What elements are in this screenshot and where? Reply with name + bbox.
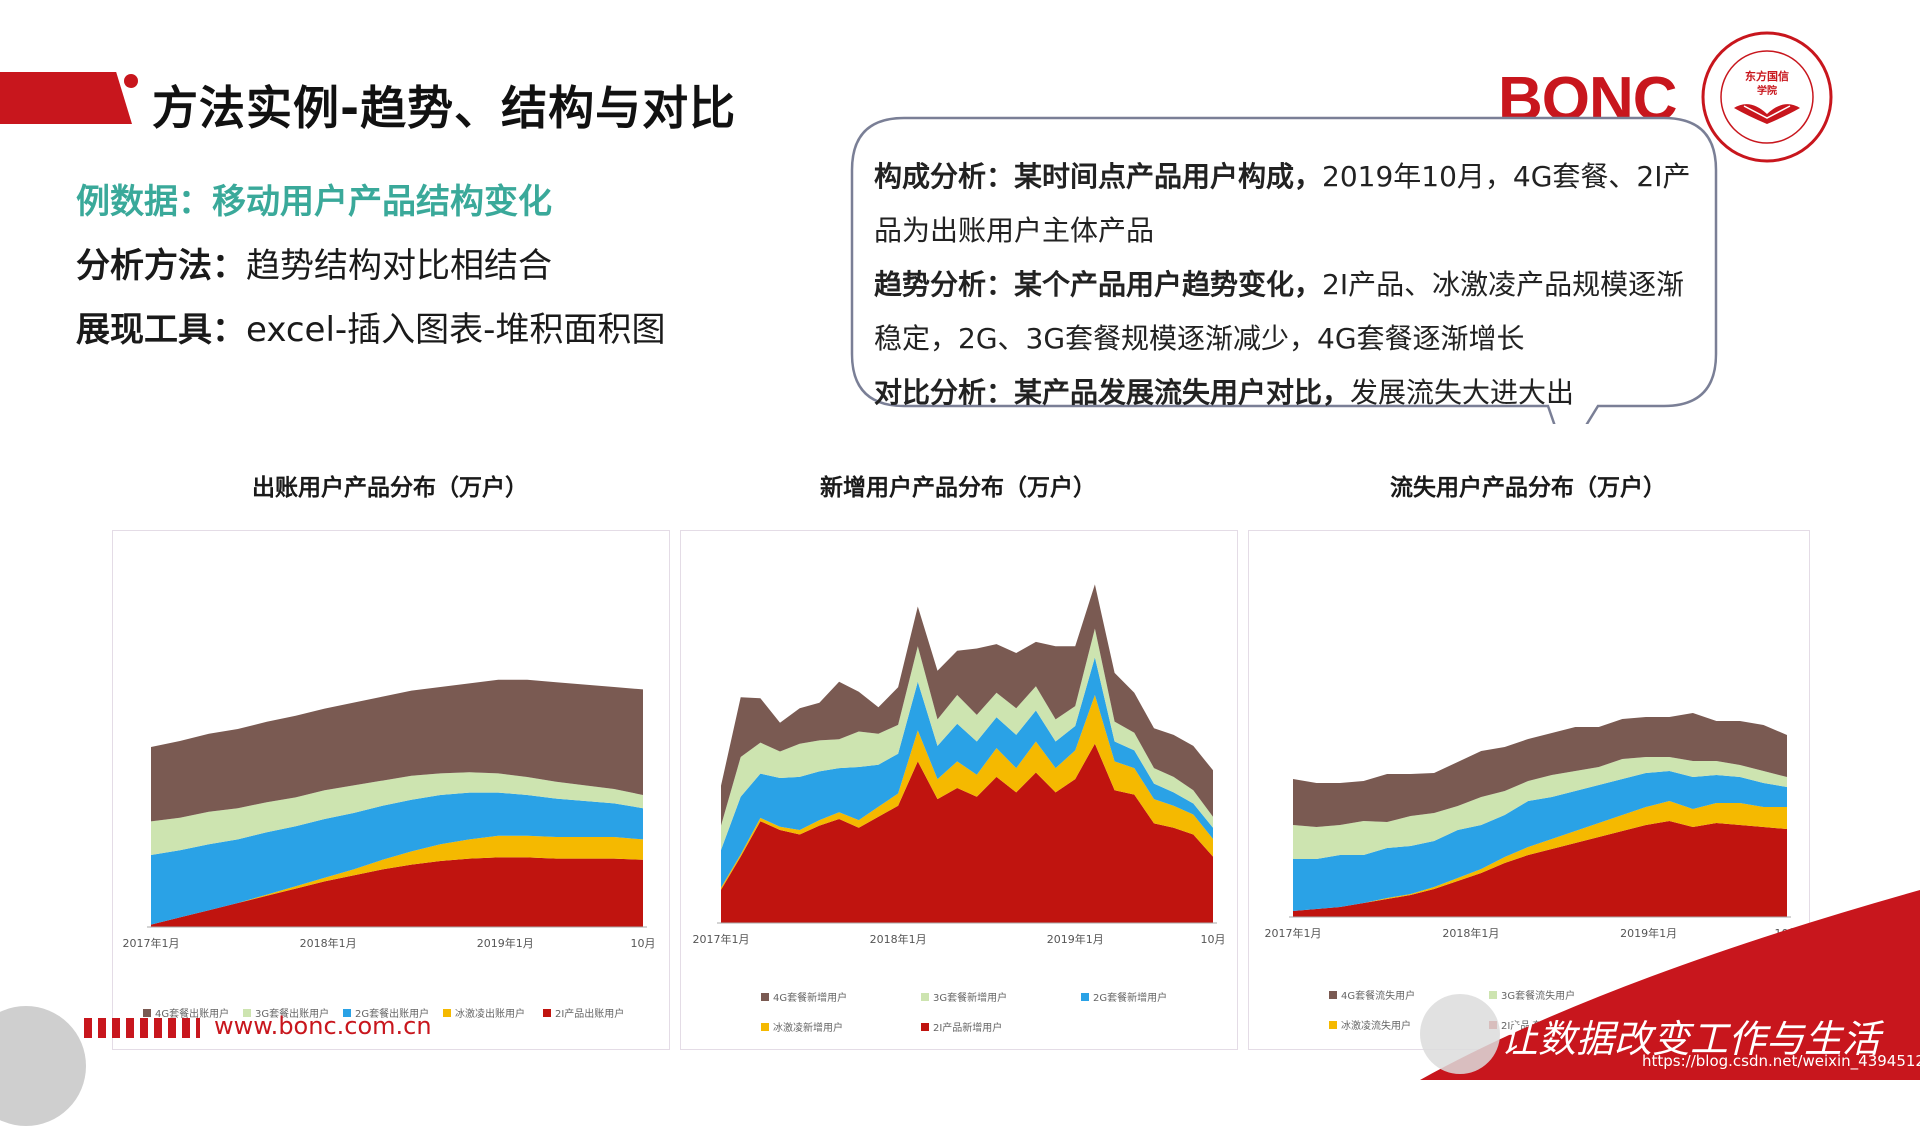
legend-swatch [761,993,769,1001]
area-series-1 [151,835,643,925]
x-tick-label: 2018年1月 [300,936,357,950]
legend-label: 2G套餐出账用户 [355,1007,429,1020]
x-tick-label: 2018年1月 [1442,926,1499,940]
legend-swatch [343,1009,351,1017]
area-series-0 [1293,821,1787,917]
chart-title-billing: 出账用户产品分布（万户） [252,475,528,501]
x-tick-label: 2017年1月 [693,932,750,946]
example-data-label: 例数据：移动用户产品结构变化 [76,182,552,222]
area-series-4 [721,584,1213,826]
slogan-text: 让数据改变工作与生活 [1500,1017,1881,1061]
legend-swatch [443,1009,451,1017]
title-accent-dot [124,74,138,88]
legend-swatch [1329,991,1337,999]
legend-label: 4G套餐出账用户 [155,1007,229,1020]
tool-value: excel-插入图表-堆积面积图 [246,310,666,350]
legend-swatch [921,1023,929,1031]
area-series-4 [151,679,643,822]
decor-grey-blob [0,1006,86,1126]
churn-area-chart: 2017年1月2018年1月2019年1月10月4G套餐流失用户3G套餐流失用户… [1265,713,1800,1032]
legend-label: 3G套餐流失用户 [1501,989,1575,1002]
seal-center-text-2: 学院 [1757,84,1777,97]
chart-frame-billing: 2017年1月 2018年1月 2019年1月 10月 4G套餐出账用户 3G套餐出账用户… [112,530,670,1050]
billing-area-chart: 2017年1月 2018年1月 2019年1月 10月 4G套餐出账用户 3G套餐出账用户… [123,679,656,1020]
legend-label: 2I产品新增用户 [933,1021,1002,1034]
legend-swatch [143,1009,151,1017]
area-series-0 [721,743,1213,923]
legend-label: 4G套餐流失用户 [1341,989,1415,1002]
area-series-4 [1293,713,1787,827]
callout-line-1: 构成分析：某时间点产品用户构成，2019年10月，4G套餐、2I产品为出账用户主… [874,160,1691,247]
area-series-3 [1293,757,1787,859]
callout-line-3: 对比分析：某产品发展流失用户对比，发展流失大进大出 [874,376,1575,409]
tool-key: 展现工具： [76,310,246,350]
website-text: www.bonc.com.cn [214,1012,432,1040]
x-tick-label: 2017年1月 [1265,926,1322,940]
legend-label: 4G套餐新增用户 [773,991,847,1004]
area-series-3 [721,628,1213,850]
decor-dashes [84,1018,200,1038]
x-tick-label: 10月 [1201,933,1226,946]
analysis-method-line: 分析方法：趋势结构对比相结合 [76,238,552,287]
chart-frame-churn: 2017年1月2018年1月2019年1月10月4G套餐流失用户3G套餐流失用户… [1248,530,1810,1050]
legend-label: 2G套餐新增用户 [1093,991,1167,1004]
area-series-1 [1293,801,1787,911]
callout-text: 构成分析：某时间点产品用户构成，2019年10月，4G套餐、2I产品为出账用户主… [874,150,1704,420]
legend-label: 冰激凌流失用户 [1341,1019,1411,1032]
x-tick-label: 2017年1月 [123,936,180,950]
academy-seal-icon: 东方国信 学院 [1701,31,1833,163]
x-tick-label: 10月 [631,937,656,950]
legend-label: 冰激凌新增用户 [773,1021,843,1034]
legend-label: 3G套餐新增用户 [933,991,1007,1004]
seal-center-text-1: 东方国信 [1745,69,1789,83]
chart-title-churn: 流失用户产品分布（万户） [1390,475,1666,501]
decor-grey-circle [1420,994,1500,1074]
legend-swatch [543,1009,551,1017]
area-series-0 [151,857,643,927]
x-tick-label: 2018年1月 [870,932,927,946]
area-series-2 [1293,771,1787,911]
title-accent-bar [0,72,132,124]
legend-label: 2I产品出账用户 [555,1007,624,1020]
legend-label: 冰激凌出账用户 [455,1007,525,1020]
area-series-2 [151,792,643,925]
x-tick-label: 2019年1月 [1047,932,1104,946]
legend-swatch [921,993,929,1001]
legend-swatch [243,1009,251,1017]
slide-title: 方法实例-趋势、结构与对比 [152,81,737,135]
x-tick-label: 2019年1月 [1620,926,1677,940]
legend-swatch [1081,993,1089,1001]
legend-label: 3G套餐出账用户 [255,1007,329,1020]
area-series-2 [721,657,1213,888]
legend-swatch [1489,991,1497,999]
method-key: 分析方法： [76,246,246,286]
legend-swatch [1329,1021,1337,1029]
legend-swatch [761,1023,769,1031]
callout-line-2: 趋势分析：某个产品用户趋势变化，2I产品、冰激凌产品规模逐渐稳定，2G、3G套餐… [874,268,1685,355]
chart-title-new: 新增用户产品分布（万户） [820,475,1096,501]
area-series-3 [151,772,643,855]
watermark-text: https://blog.csdn.net/weixin_43945120 [1642,1052,1920,1070]
x-tick-label: 2019年1月 [477,936,534,950]
decor-red-swoosh [1420,890,1920,1080]
callout-bubble [850,116,1718,424]
display-tool-line: 展现工具：excel-插入图表-堆积面积图 [76,302,665,351]
method-value: 趋势结构对比相结合 [246,246,552,286]
chart-frame-new: 2017年1月 2018年1月 2019年1月 10月 4G套餐新增用户 3G套餐新增用户… [680,530,1238,1050]
new-users-area-chart: 2017年1月 2018年1月 2019年1月 10月 4G套餐新增用户 3G套餐新增用户… [693,584,1226,1034]
